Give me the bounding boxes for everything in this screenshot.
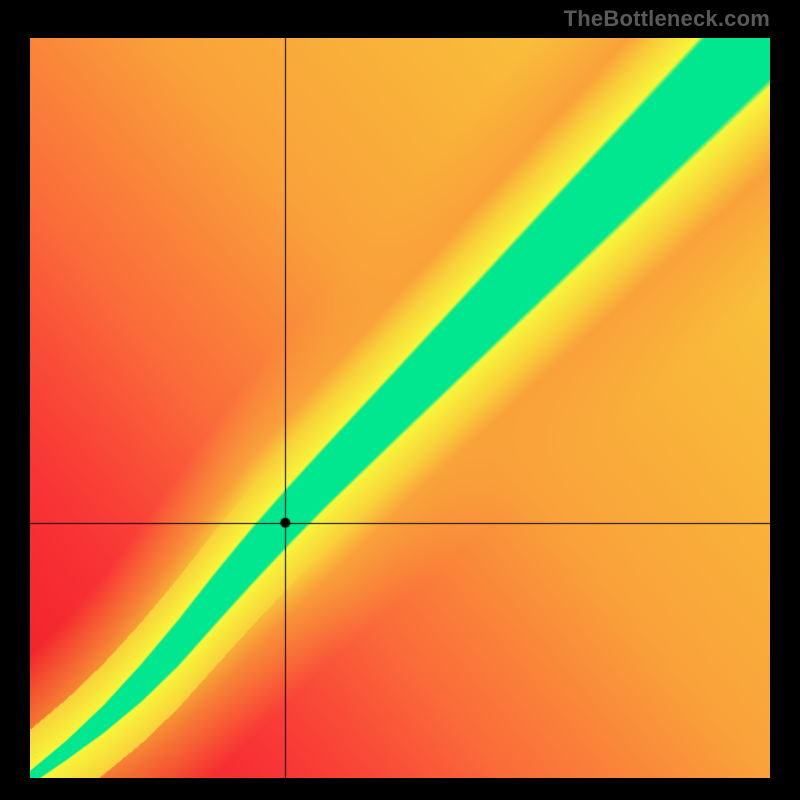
chart-container: TheBottleneck.com <box>0 0 800 800</box>
heatmap-canvas <box>30 38 770 778</box>
heatmap-plot <box>30 38 770 778</box>
watermark-text: TheBottleneck.com <box>564 6 770 32</box>
